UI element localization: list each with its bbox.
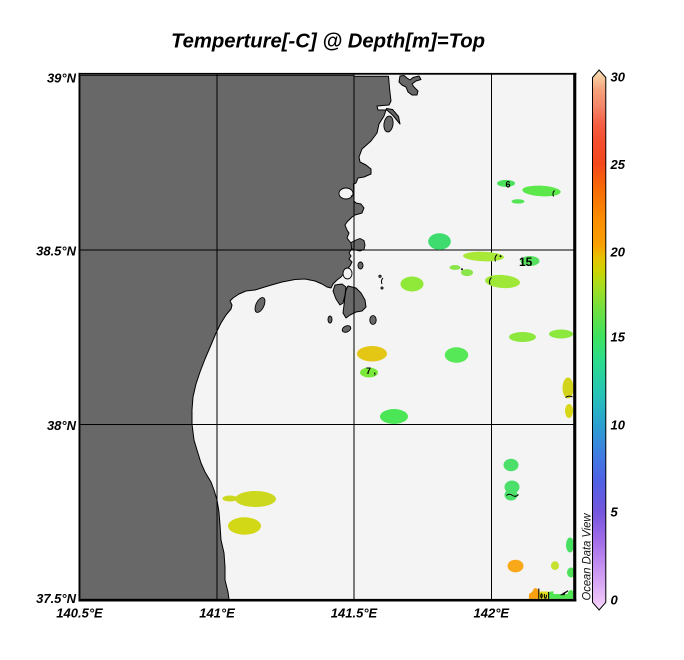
svg-text:,: , (374, 366, 377, 376)
svg-text:15: 15 (611, 329, 626, 344)
svg-text:Temperture[-C] @ Depth[m]=Top: Temperture[-C] @ Depth[m]=Top (171, 31, 485, 53)
svg-text:141.5°E: 141.5°E (331, 606, 378, 621)
svg-text:5: 5 (611, 505, 619, 520)
svg-text:142°E: 142°E (474, 606, 510, 621)
svg-text:30: 30 (611, 70, 626, 85)
svg-text:10: 10 (611, 418, 626, 433)
svg-text:7: 7 (366, 366, 371, 376)
svg-text:15: 15 (519, 255, 533, 269)
svg-text:38°N: 38°N (47, 418, 77, 433)
svg-text:141°E: 141°E (199, 606, 235, 621)
svg-text:39°N: 39°N (47, 70, 77, 85)
svg-text:0: 0 (611, 593, 619, 608)
svg-text:140.5°E: 140.5°E (56, 606, 103, 621)
svg-text:25: 25 (610, 157, 626, 172)
svg-text:38.5°N: 38.5°N (36, 243, 77, 258)
svg-text:Ocean Data View: Ocean Data View (579, 512, 593, 600)
svg-text:20: 20 (610, 244, 626, 259)
svg-text:37.5°N: 37.5°N (36, 591, 77, 606)
svg-text:6: 6 (506, 180, 511, 190)
